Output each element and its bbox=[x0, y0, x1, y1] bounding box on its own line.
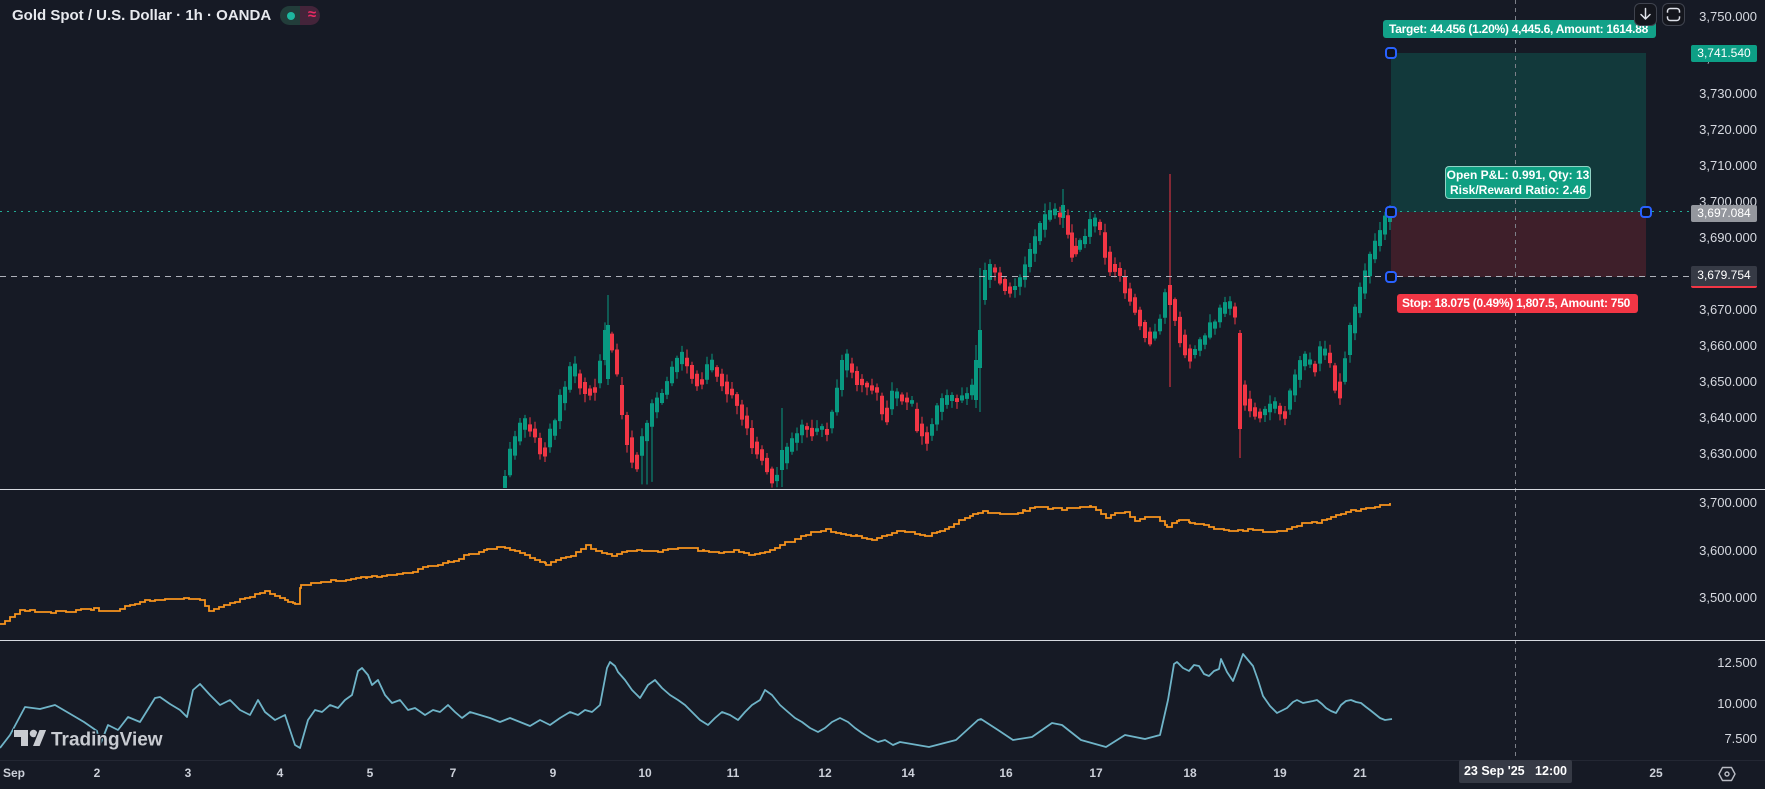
svg-text:TradingView: TradingView bbox=[51, 730, 163, 751]
